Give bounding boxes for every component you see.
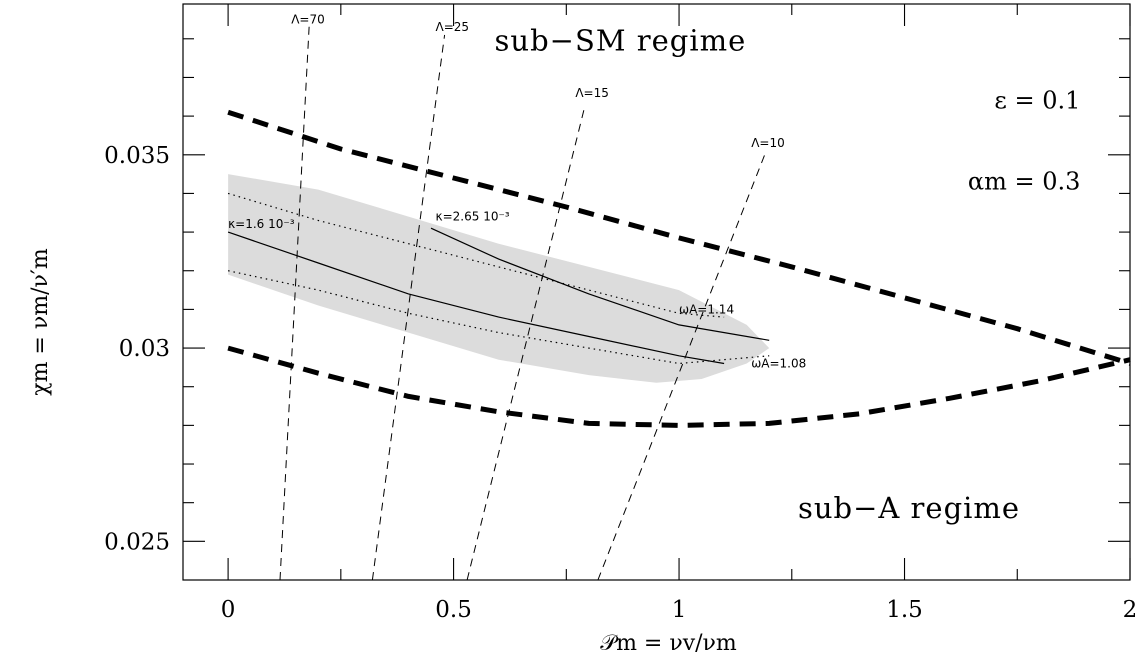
ticks-layer xyxy=(183,4,1131,580)
annotation-param: αm = 0.3 xyxy=(968,168,1081,196)
x-tick-label: 1 xyxy=(672,597,687,623)
x-tick-label: 0 xyxy=(221,597,236,623)
plot-frame xyxy=(182,3,1131,581)
series-line-7 xyxy=(279,23,310,581)
shaded-region xyxy=(228,174,770,383)
series-line-9 xyxy=(466,108,585,581)
tick-labels-layer: 0 0.5 1 1.5 2 0.025 0.03 0.035 xyxy=(104,143,1137,623)
series-layer xyxy=(227,23,1131,581)
annotation-small: Λ=15 xyxy=(575,86,609,100)
shaded-region-layer xyxy=(228,174,770,383)
series-line-5 xyxy=(227,192,725,318)
series-line-1 xyxy=(227,109,1131,366)
annotation-param: ε = 0.1 xyxy=(994,86,1080,114)
annotation-region: sub−A regime xyxy=(798,491,1020,525)
y-axis-label: χm = νm/ν′m xyxy=(28,248,53,396)
x-tick-label: 2 xyxy=(1123,597,1138,623)
series-line-2 xyxy=(227,345,1131,428)
annotations-layer: sub−SM regime sub−A regime ε = 0.1 αm = 0.3… xyxy=(228,12,1080,525)
y-tick-label: 0.025 xyxy=(104,529,170,555)
y-tick-label: 0.03 xyxy=(119,336,170,362)
y-tick-label: 0.035 xyxy=(104,143,170,169)
series-line-8 xyxy=(371,34,446,581)
annotation-small: κ=1.6 10⁻³ xyxy=(228,217,295,231)
annotation-small: κ=2.65 10⁻³ xyxy=(436,209,510,223)
annotation-small: Λ=25 xyxy=(436,20,470,34)
annotation-small: Λ=10 xyxy=(751,136,785,150)
series-line-3 xyxy=(227,231,725,365)
series-line-4 xyxy=(430,227,770,341)
x-tick-label: 0.5 xyxy=(435,597,472,623)
annotation-small: Λ=70 xyxy=(291,12,325,26)
x-tick-label: 1.5 xyxy=(886,597,923,623)
annotation-region: sub−SM regime xyxy=(495,23,747,57)
annotation-small: ωA=1.08 xyxy=(751,356,806,370)
x-axis-label: 𝒫m = νv/νm xyxy=(600,631,737,656)
annotation-small: ωA=1.14 xyxy=(679,302,734,316)
series-line-10 xyxy=(597,154,766,581)
